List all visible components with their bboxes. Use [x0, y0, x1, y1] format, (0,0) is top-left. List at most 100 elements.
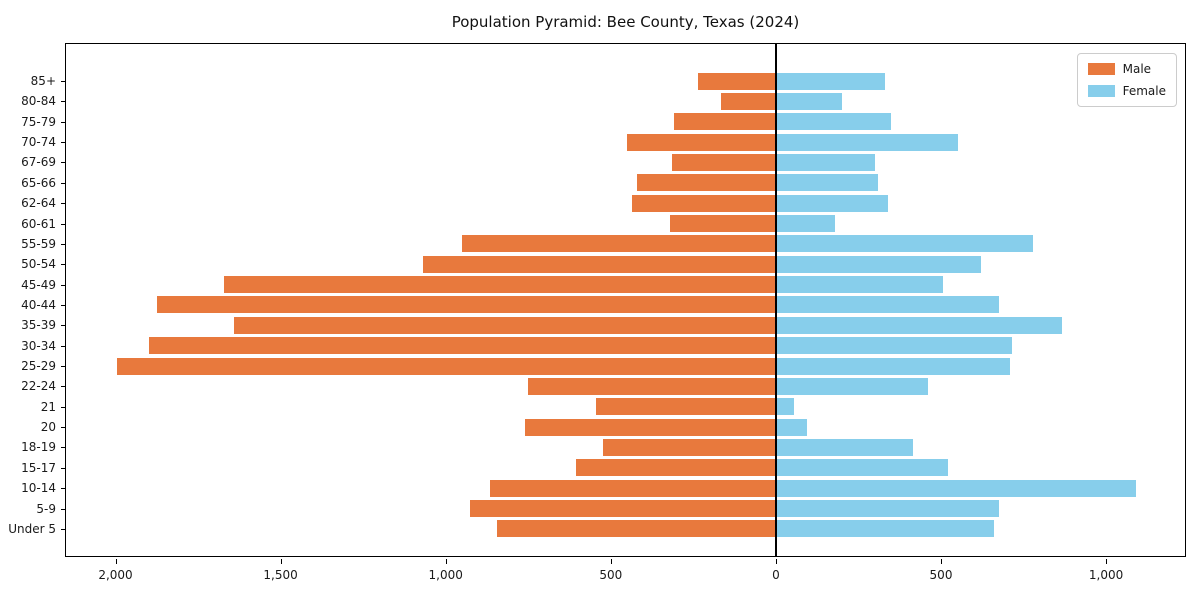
- y-tick-label: 25-29: [21, 359, 56, 374]
- female-bar: [775, 520, 994, 538]
- male-bar: [224, 276, 776, 294]
- y-tick-label: 10-14: [21, 481, 56, 496]
- male-bar: [528, 377, 776, 395]
- male-bar: [670, 215, 776, 233]
- y-tick-label: 5-9: [36, 501, 56, 516]
- x-tick-label: 2,000: [98, 568, 133, 582]
- y-axis-tick: [61, 304, 66, 306]
- y-axis-tick: [61, 467, 66, 469]
- male-bar: [117, 357, 776, 375]
- male-bar: [462, 235, 776, 253]
- male-bar: [234, 316, 776, 334]
- legend-entry-male: Male: [1087, 62, 1166, 76]
- female-bar: [775, 113, 892, 131]
- x-tick-label: 500: [599, 568, 623, 582]
- female-swatch-icon: [1087, 85, 1115, 97]
- y-tick-label: 80-84: [21, 94, 56, 109]
- y-tick-label: 70-74: [21, 135, 56, 150]
- female-bar: [775, 153, 875, 171]
- female-bar: [775, 235, 1034, 253]
- male-swatch-icon: [1087, 63, 1115, 75]
- legend-female-label: Female: [1122, 84, 1166, 98]
- male-bar: [524, 418, 776, 436]
- male-bar: [496, 520, 776, 538]
- male-bar: [576, 459, 776, 477]
- y-axis-tick: [61, 447, 66, 449]
- female-bar: [775, 133, 958, 151]
- female-bar: [775, 255, 981, 273]
- x-axis-tick: [445, 559, 447, 564]
- y-tick-label: 85+: [30, 74, 56, 88]
- x-tick-label: 1,000: [428, 568, 463, 582]
- female-bar: [775, 459, 948, 477]
- x-axis-tick: [115, 559, 117, 564]
- y-tick-label: 75-79: [21, 114, 56, 129]
- y-tick-label: 62-64: [21, 196, 56, 211]
- y-axis-tick: [61, 325, 66, 327]
- x-axis-tick: [1106, 559, 1108, 564]
- y-axis-tick: [61, 345, 66, 347]
- female-bar: [775, 92, 842, 110]
- male-bar: [148, 337, 776, 355]
- female-bar: [775, 418, 808, 436]
- y-axis-tick: [61, 142, 66, 144]
- male-bar: [595, 398, 776, 416]
- male-bar: [671, 153, 776, 171]
- y-axis-tick: [61, 528, 66, 530]
- y-tick-label: 60-61: [21, 216, 56, 231]
- legend: Male Female: [1076, 53, 1177, 107]
- female-bar: [775, 500, 999, 518]
- x-tick-label: 1,000: [1088, 568, 1124, 582]
- y-tick-label: 45-49: [21, 277, 56, 292]
- legend-male-label: Male: [1122, 62, 1152, 76]
- y-axis-tick: [61, 182, 66, 184]
- legend-entry-female: Female: [1087, 84, 1166, 98]
- y-axis-tick: [61, 386, 66, 388]
- x-tick-label: 1,500: [263, 568, 298, 582]
- female-bar: [775, 357, 1011, 375]
- y-axis-tick: [61, 366, 66, 368]
- male-bar: [721, 92, 776, 110]
- female-bar: [775, 438, 913, 456]
- y-axis-tick: [61, 101, 66, 103]
- x-axis-tick: [775, 559, 777, 564]
- female-bar: [775, 377, 928, 395]
- y-tick-label: 18-19: [21, 440, 56, 455]
- female-bar: [775, 72, 885, 90]
- y-axis-tick: [61, 284, 66, 286]
- y-tick-label: 55-59: [21, 236, 56, 251]
- y-axis-tick: [61, 162, 66, 164]
- y-axis-tick: [61, 223, 66, 225]
- male-bar: [627, 133, 776, 151]
- y-axis-tick: [61, 81, 66, 82]
- female-bar: [775, 276, 943, 294]
- female-bar: [775, 398, 795, 416]
- y-tick-label: 22-24: [21, 379, 56, 394]
- female-bar: [775, 194, 889, 212]
- female-bar: [775, 296, 999, 314]
- y-tick-label: 65-66: [21, 175, 56, 190]
- female-bar: [775, 215, 836, 233]
- female-bar: [775, 479, 1136, 497]
- female-bar: [775, 337, 1012, 355]
- male-bar: [470, 500, 776, 518]
- y-tick-label: 21: [40, 399, 56, 414]
- female-bar: [775, 316, 1062, 334]
- chart-title: Population Pyramid: Bee County, Texas (2…: [451, 13, 800, 31]
- y-tick-label: 50-54: [21, 257, 56, 272]
- y-tick-label: 40-44: [21, 297, 56, 312]
- x-tick-label: 500: [929, 568, 953, 582]
- plot-area: Male Female 85+ 80-84 75-79 70-74 67-69 65-66…: [8, 43, 1186, 582]
- male-bar: [698, 72, 776, 90]
- x-axis-tick: [610, 559, 612, 564]
- male-bar: [156, 296, 776, 314]
- y-tick-label: 20: [40, 420, 56, 435]
- y-axis-tick: [61, 427, 66, 429]
- y-tick-label: 67-69: [21, 155, 56, 170]
- x-tick-label: 0: [772, 568, 780, 582]
- male-bar: [673, 113, 776, 131]
- y-axis-tick: [61, 203, 66, 205]
- y-tick-label: 15-17: [21, 460, 56, 475]
- y-tick-label: Under 5: [8, 521, 56, 536]
